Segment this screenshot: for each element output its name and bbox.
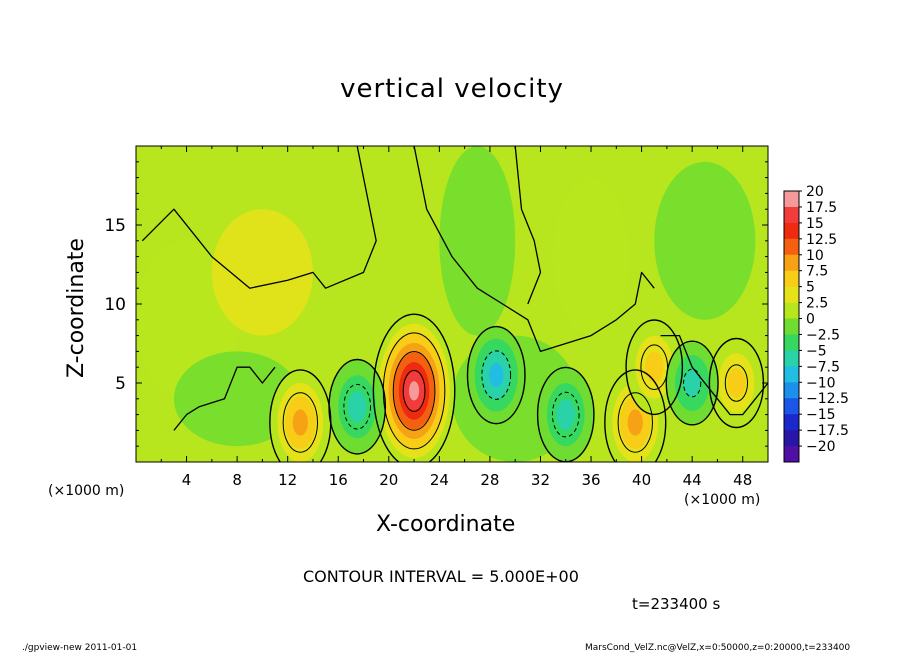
colorbar-label: 12.5 [806,232,837,248]
x-tick-label: 20 [379,471,398,489]
colorbar-swatch [784,382,799,399]
field-region [211,209,313,336]
contour-line [683,368,702,398]
contour-line [481,350,512,400]
x-tick-label: 4 [182,471,192,489]
x-tick-label: 12 [278,471,297,489]
colorbar-label: −5 [806,343,827,359]
x-tick-label: 8 [232,471,242,489]
field-feature-band [556,398,576,431]
x-tick-label: 44 [683,471,702,489]
colorbar-swatch [784,206,799,224]
y-axis-label: Z-coordinate [64,238,89,378]
x-tick-label: 40 [632,471,651,489]
x-tick-label: 24 [430,471,449,489]
colorbar-label: 20 [806,184,824,200]
contour-line [372,313,456,462]
colorbar-label: −2.5 [806,327,840,343]
contour-line [343,383,372,430]
field-feature-band [683,369,701,397]
x-tick-label: 32 [531,471,550,489]
field-feature-band [644,351,664,383]
time-stamp: t=233400 s [632,595,721,613]
colorbar-swatch [784,430,799,447]
contour-line [625,319,684,416]
chart-title: vertical velocity [340,74,564,104]
footer-program-date: ./gpview-new 2011-01-01 [22,643,138,653]
field-feature-band [627,409,643,436]
field-feature-band [408,381,420,401]
colorbar-swatch [784,446,799,463]
field-region [439,146,516,336]
x-tick-label: 16 [329,471,348,489]
contour-line [604,369,667,462]
y-tick-label: 5 [115,374,126,394]
contour-line [665,340,719,426]
zero-contour [514,146,542,305]
colorbar-swatch [784,270,799,288]
colorbar-label: −20 [806,439,836,455]
colorbar-swatch [784,286,799,304]
colorbar-swatch [784,238,799,256]
contour-interval-note: CONTOUR INTERVAL = 5.000E+00 [303,567,579,586]
contour-line [466,325,526,425]
colorbar-label: −10 [806,375,836,391]
colorbar-label: 0 [806,312,815,328]
x-tick-label: 48 [733,471,752,489]
colorbar-label: −12.5 [806,391,849,407]
colorbar-label: −17.5 [806,423,849,439]
x-axis-label: X-coordinate [376,512,516,537]
colorbar-label: 2.5 [806,296,828,312]
contour-line [551,391,580,438]
y-tick-label: 15 [104,216,126,236]
zero-contour [660,334,768,416]
field-region [654,161,756,320]
contour-line [282,392,319,453]
footer-data-source: MarsCond_VelZ.nc@VelZ,x=0:50000,z=0:2000… [585,643,851,653]
colorbar-swatch [784,254,799,272]
colorbar-swatch [784,398,799,415]
zero-contour [413,146,655,353]
contour-line [724,364,749,402]
colorbar-label: −15 [806,407,836,423]
field-feature-band [489,362,504,388]
field-feature-band [292,409,308,436]
colorbar-swatch [784,191,799,208]
contour-line [392,351,436,431]
colorbar-swatch [784,414,799,431]
zero-contour [141,146,377,289]
contour-line [402,369,426,412]
contour-line [328,358,387,455]
colorbar-frame [783,190,800,463]
zero-contour [173,366,276,431]
colorbar-swatch [784,334,799,351]
colorbar-label: −7.5 [806,359,840,375]
x-tick-label: 28 [480,471,499,489]
colorbar-label: 15 [806,216,824,232]
colorbar-label: 7.5 [806,264,828,280]
colorbar-swatch [784,350,799,367]
colorbar-label: 17.5 [806,200,837,216]
y-tick-label: 10 [104,295,126,315]
colorbar-swatch [784,222,799,240]
contour-line [617,392,653,453]
x-unit-label-left: (×1000 m) [48,483,125,499]
x-unit-label-right: (×1000 m) [684,492,761,508]
colorbar-label: 5 [806,280,815,296]
field-feature-band [727,368,746,398]
field-region [553,177,629,336]
field-feature-band [347,390,367,423]
colorbar-swatch [784,366,799,383]
colorbar-label: 10 [806,248,824,264]
colorbar-swatch [784,302,799,320]
colorbar-swatch [784,318,799,335]
x-tick-label: 36 [581,471,600,489]
